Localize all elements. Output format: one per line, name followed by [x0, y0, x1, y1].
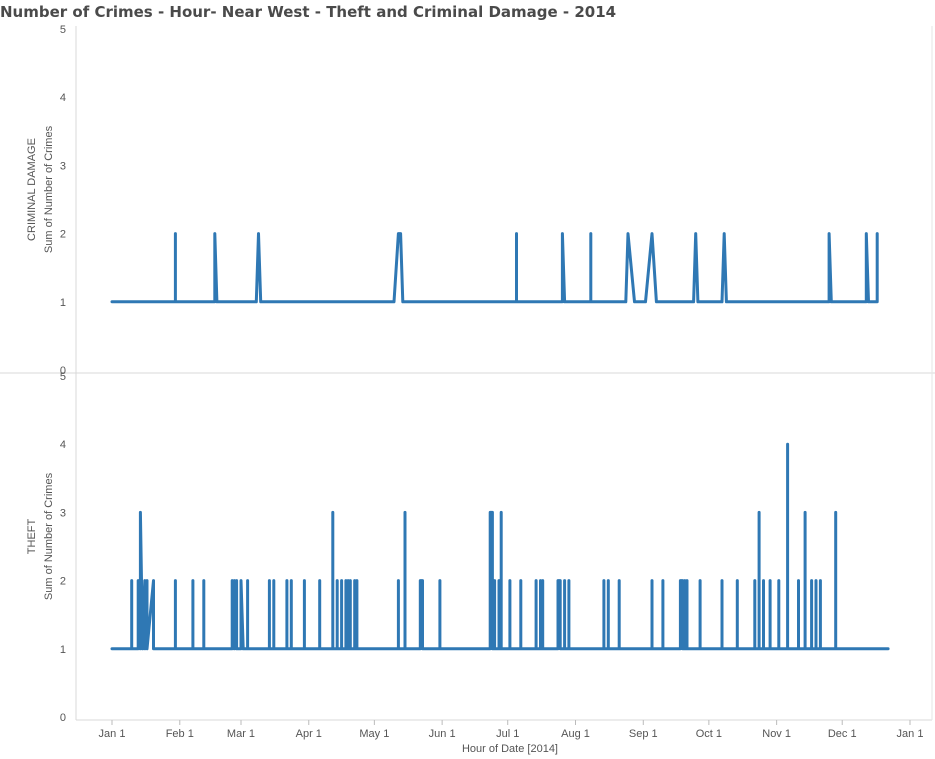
y-tick-label: 4 — [60, 92, 66, 104]
axes: 0 1 2 3 4 5 CRIMINAL DAMAGE Sum of Number of Cr… — [26, 24, 66, 724]
y-tick-label: 1 — [60, 644, 66, 656]
series-line-theft — [110, 442, 890, 651]
x-tick-label: Dec 1 — [828, 728, 857, 740]
x-tick-label: Jul 1 — [496, 728, 519, 740]
y-tick-label: 0 — [60, 365, 66, 377]
x-tick-label: Jan 1 — [99, 728, 126, 740]
chart-frame — [0, 26, 935, 721]
x-tick-label: Aug 1 — [561, 728, 590, 740]
x-tick-label: Jun 1 — [429, 728, 456, 740]
y-axis-title: Sum of Number of Crimes — [43, 472, 55, 600]
y-tick-label: 1 — [60, 297, 66, 309]
x-tick-label: Oct 1 — [696, 728, 722, 740]
y-tick-label: 0 — [60, 712, 66, 724]
x-axis: Jan 1 Feb 1 Mar 1 Apr 1 May 1 Jun 1 Jul 1 Aug 1… — [99, 720, 924, 740]
panel-2-axis: 0 1 2 3 4 5 THEFT Sum of Number of Crimes — [26, 371, 66, 724]
x-tick-label: Apr 1 — [296, 728, 322, 740]
x-tick-label: Mar 1 — [227, 728, 255, 740]
series-line-criminal-damage — [110, 232, 879, 304]
y-tick-label: 3 — [60, 160, 66, 172]
x-tick-label: May 1 — [359, 728, 389, 740]
x-axis-title: Hour of Date [2014] — [462, 743, 558, 755]
row-label: THEFT — [26, 519, 38, 555]
y-tick-label: 5 — [60, 371, 66, 383]
y-tick-label: 3 — [60, 507, 66, 519]
row-label: CRIMINAL DAMAGE — [26, 138, 38, 241]
x-tick-label: Feb 1 — [166, 728, 194, 740]
chart-title: Number of Crimes - Hour- Near West - The… — [0, 3, 617, 21]
y-tick-label: 2 — [60, 229, 66, 241]
series-lines — [110, 232, 890, 651]
panel-1-axis: 0 1 2 3 4 5 CRIMINAL DAMAGE Sum of Number of Cr… — [26, 24, 66, 377]
y-tick-label: 5 — [60, 24, 66, 36]
y-axis-title: Sum of Number of Crimes — [43, 125, 55, 253]
x-tick-label: Nov 1 — [762, 728, 791, 740]
x-tick-label: Jan 1 — [897, 728, 924, 740]
y-tick-label: 2 — [60, 576, 66, 588]
y-tick-label: 4 — [60, 439, 66, 451]
x-tick-label: Sep 1 — [629, 728, 658, 740]
